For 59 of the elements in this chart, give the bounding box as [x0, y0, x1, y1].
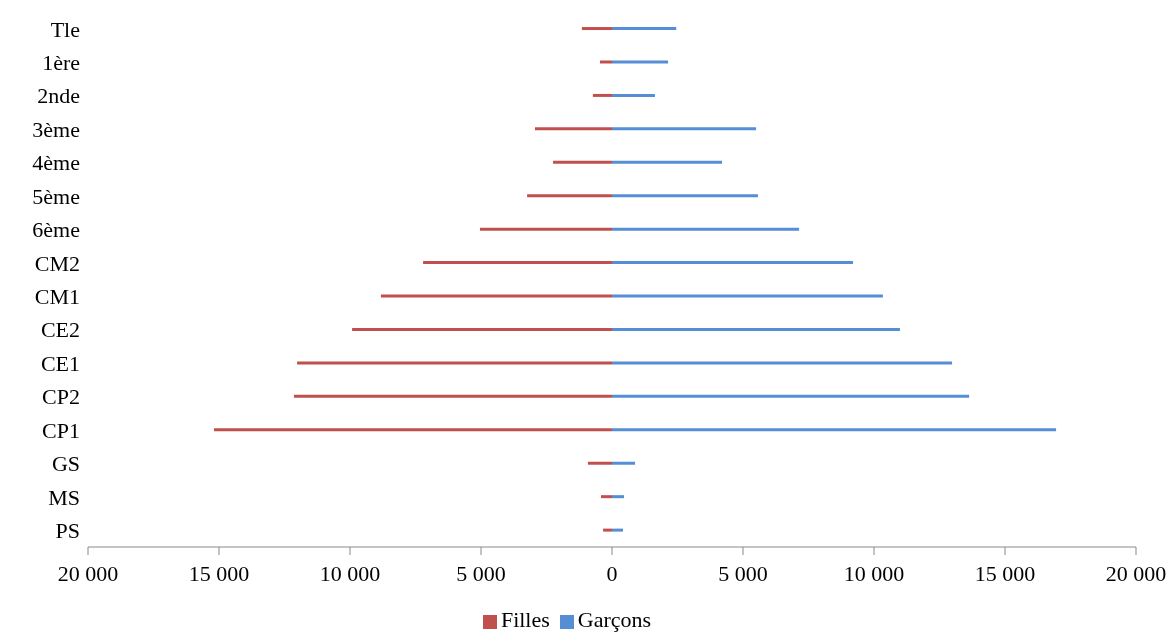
- bar: [612, 261, 854, 265]
- bar: [534, 127, 612, 131]
- bar: [612, 294, 883, 298]
- x-tick-label: 10 000: [319, 560, 381, 586]
- bar: [612, 60, 669, 64]
- y-tick-label: CE2: [40, 317, 80, 343]
- bar: [380, 294, 612, 298]
- bar: [612, 160, 723, 164]
- x-tick-label: 5 000: [456, 560, 506, 586]
- x-tick-label: 20 000: [1105, 560, 1167, 586]
- legend-label: Filles: [500, 607, 550, 632]
- bar: [612, 93, 655, 97]
- y-tick-label: 2nde: [37, 83, 80, 109]
- bar: [612, 528, 623, 532]
- y-tick-label: 6ème: [32, 217, 80, 243]
- bar: [527, 194, 612, 198]
- y-tick-label: CP2: [42, 384, 80, 410]
- x-tick-label: 0: [606, 560, 618, 586]
- y-tick-label: 4ème: [32, 150, 80, 176]
- y-tick-label: CE1: [40, 350, 80, 376]
- x-tick-label: 20 000: [57, 560, 119, 586]
- bar: [612, 428, 1057, 432]
- bar: [352, 327, 612, 331]
- y-tick-label: GS: [51, 451, 80, 477]
- bar: [612, 127, 757, 131]
- y-tick-label: PS: [55, 518, 80, 544]
- bar: [612, 327, 900, 331]
- legend-label: Garçons: [577, 607, 652, 632]
- y-tick-label: CM2: [34, 250, 80, 276]
- y-tick-label: Tle: [50, 16, 80, 42]
- y-tick-label: CM1: [34, 284, 80, 310]
- bar: [581, 27, 612, 31]
- bar: [612, 495, 625, 499]
- bar: [612, 27, 677, 31]
- y-tick-label: CP1: [42, 417, 80, 443]
- bar: [603, 528, 612, 532]
- x-tick-label: 15 000: [188, 560, 250, 586]
- bar: [612, 461, 636, 465]
- bar: [293, 394, 612, 398]
- x-tick-label: 15 000: [974, 560, 1036, 586]
- bar: [612, 227, 800, 231]
- bar: [214, 428, 612, 432]
- bar: [592, 93, 612, 97]
- bar: [612, 394, 970, 398]
- bar: [612, 194, 758, 198]
- x-tick-label: 5 000: [718, 560, 768, 586]
- bar: [423, 261, 612, 265]
- y-tick-label: 3ème: [32, 116, 80, 142]
- bar: [479, 227, 612, 231]
- y-tick-label: 5ème: [32, 183, 80, 209]
- bar: [587, 461, 612, 465]
- bar: [612, 361, 953, 365]
- bar: [297, 361, 612, 365]
- bar: [601, 495, 612, 499]
- bar: [599, 60, 612, 64]
- bar: [553, 160, 612, 164]
- y-tick-label: MS: [48, 484, 80, 510]
- y-tick-label: 1ère: [42, 49, 80, 75]
- x-tick-label: 10 000: [843, 560, 905, 586]
